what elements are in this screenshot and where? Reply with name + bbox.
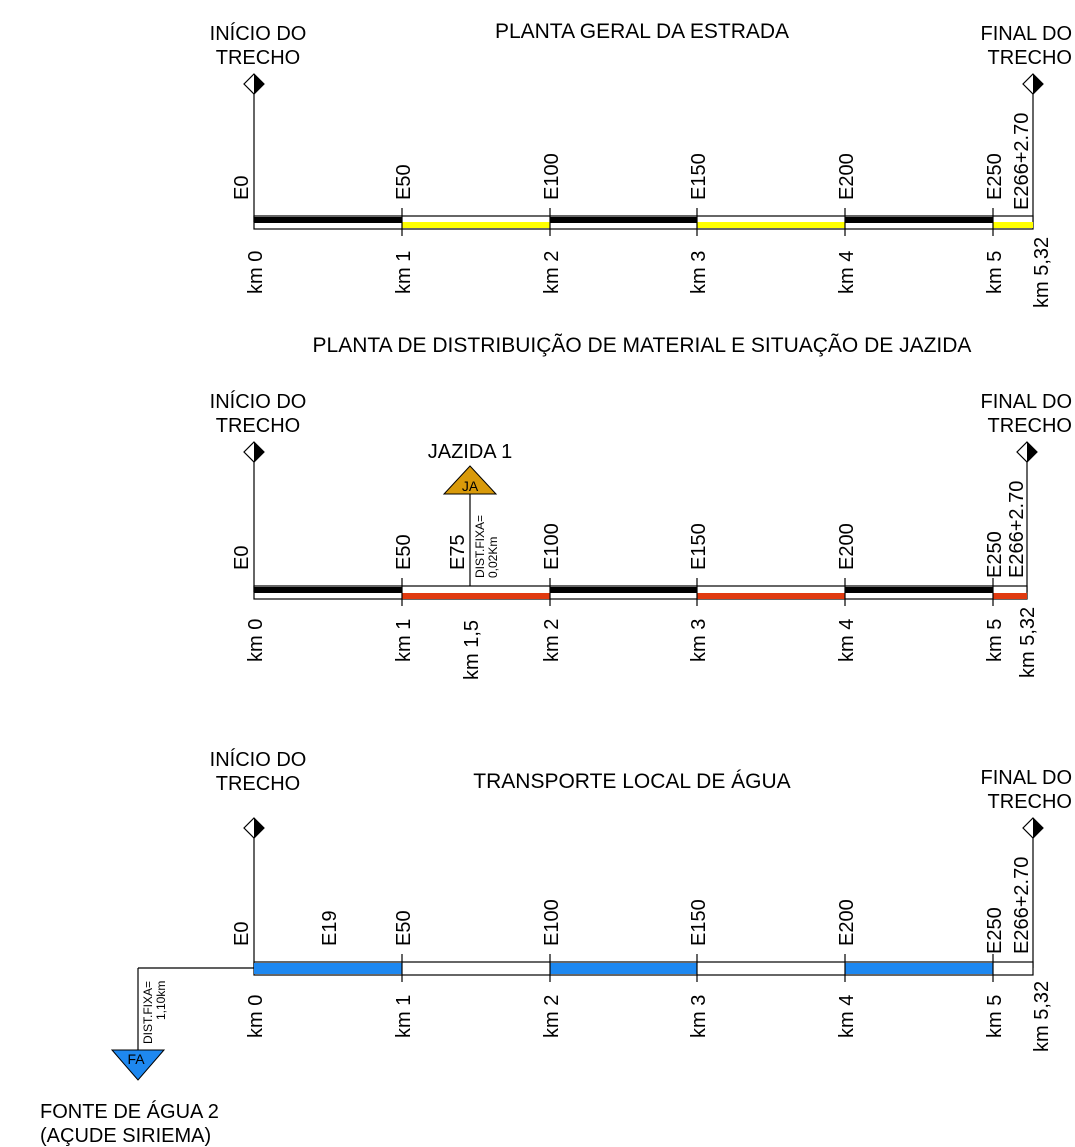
section3-start-label-line2: TRECHO [216, 773, 300, 795]
section1-station-label: E0 [231, 176, 253, 200]
section1-end-label-line1: FINAL DO [981, 23, 1073, 45]
section3-station-label: E50 [393, 910, 415, 946]
section1-km-label: km 0 [245, 251, 267, 294]
water-source-triangle-icon [110, 1049, 166, 1081]
fonte-name-line2: (AÇUDE SIRIEMA) [40, 1125, 211, 1147]
section1-station-label: E50 [393, 164, 415, 200]
section3-station-label: E250 [984, 907, 1006, 954]
section1-end-marker-icon [1022, 73, 1044, 95]
section1-station-label: E250 [984, 153, 1006, 200]
section3-km-label: km 3 [688, 995, 710, 1038]
section2-station-label: E0 [231, 546, 253, 570]
section3-station-label: E0 [231, 922, 253, 946]
fonte-dist-line1: DIST.FIXA= [141, 981, 155, 1044]
section1-start-marker-icon [243, 73, 265, 95]
road-segment [697, 593, 845, 599]
section3-station-label: E266+2.70 [1011, 857, 1033, 954]
road-segment [550, 217, 697, 223]
section3-station-label: E19 [319, 910, 341, 946]
section2-start-label-line1: INÍCIO DO [210, 390, 307, 413]
section3-end-marker-icon [1022, 817, 1044, 839]
section2-end-marker-icon [1016, 441, 1038, 463]
road-segment [845, 587, 993, 593]
jazida-dist-line1: DIST.FIXA= [473, 515, 487, 578]
section2-station-label: E250 [984, 531, 1006, 578]
section2-station-label: E50 [393, 534, 415, 570]
road-segment [845, 963, 993, 974]
section2-km-label: km 0 [245, 619, 267, 662]
section1-km-label: km 2 [541, 251, 563, 294]
section2-station-label: E100 [541, 523, 563, 570]
section2-km-label: km 1 [393, 619, 415, 662]
section1-km-label: km 4 [836, 251, 858, 294]
road-segment [550, 587, 697, 593]
section1-title: PLANTA GERAL DA ESTRADA [495, 20, 789, 43]
section1-km-label: km 5,32 [1031, 237, 1053, 308]
section2-station-label: E200 [836, 523, 858, 570]
section2-km-label: km 4 [836, 619, 858, 662]
section1-km-label: km 1 [393, 251, 415, 294]
section2-station-label: E266+2.70 [1006, 481, 1028, 578]
road-segment [254, 963, 402, 974]
section1-start-label-line2: TRECHO [216, 47, 300, 69]
section-material-distribution: PLANTA DE DISTRIBUIÇÃO DE MATERIAL E SIT… [210, 333, 1072, 680]
road-segment [993, 593, 1027, 599]
fonte-dist-line2: 1,10km [154, 981, 168, 1020]
fonte-code: FA [127, 1051, 145, 1067]
section1-station-label: E266+2.70 [1011, 113, 1033, 210]
road-segment [550, 963, 697, 974]
section1-start-label-line1: INÍCIO DO [210, 22, 307, 45]
road-segment [254, 217, 402, 223]
section3-km-label: km 0 [245, 995, 267, 1038]
section2-end-label-line2: TRECHO [988, 415, 1072, 437]
section2-title: PLANTA DE DISTRIBUIÇÃO DE MATERIAL E SIT… [313, 333, 972, 357]
section2-end-label-line1: FINAL DO [981, 391, 1073, 413]
section3-title: TRANSPORTE LOCAL DE ÁGUA [473, 770, 790, 793]
fonte-name-line1: FONTE DE ÁGUA 2 [40, 1100, 219, 1123]
jazida-code: JA [462, 478, 479, 494]
jazida-name: JAZIDA 1 [428, 441, 512, 463]
section2-km-label: km 3 [688, 619, 710, 662]
section3-start-label-line1: INÍCIO DO [210, 748, 307, 771]
section3-km-label: km 4 [836, 995, 858, 1038]
road-segment [402, 222, 550, 228]
section2-station-label: E75 [447, 534, 469, 570]
road-segment [993, 222, 1033, 228]
road-segment [697, 222, 845, 228]
section2-km-label: km 5,32 [1017, 607, 1039, 678]
road-segment [845, 217, 993, 223]
section3-station-label: E100 [541, 899, 563, 946]
section3-km-label: km 5 [984, 995, 1006, 1038]
section3-end-label-line2: TRECHO [988, 791, 1072, 813]
section1-end-label-line2: TRECHO [988, 47, 1072, 69]
section3-km-label: km 2 [541, 995, 563, 1038]
section2-km-label: km 2 [541, 619, 563, 662]
section2-start-label-line2: TRECHO [216, 415, 300, 437]
section3-end-label-line1: FINAL DO [981, 767, 1073, 789]
road-segment [254, 587, 402, 593]
section-road-plan: PLANTA GERAL DA ESTRADA INÍCIO DO TRECHO… [210, 20, 1072, 308]
section3-km-label: km 1 [393, 995, 415, 1038]
section3-station-label: E150 [688, 899, 710, 946]
section1-km-label: km 5 [984, 251, 1006, 294]
section1-station-label: E150 [688, 153, 710, 200]
section2-km-label: km 5 [984, 619, 1006, 662]
section2-km-label: km 1,5 [461, 620, 483, 680]
jazida-dist-line2: 0,02Km [486, 537, 500, 578]
section3-start-marker-icon [243, 817, 265, 839]
section2-station-label: E150 [688, 523, 710, 570]
section-water-transport: TRANSPORTE LOCAL DE ÁGUA INÍCIO DO TRECH… [40, 748, 1072, 1147]
section1-km-label: km 3 [688, 251, 710, 294]
section2-start-marker-icon [243, 441, 265, 463]
section3-station-label: E200 [836, 899, 858, 946]
section3-km-label: km 5,32 [1031, 981, 1053, 1052]
section1-station-label: E100 [541, 153, 563, 200]
section1-station-label: E200 [836, 153, 858, 200]
road-segment [402, 593, 550, 599]
